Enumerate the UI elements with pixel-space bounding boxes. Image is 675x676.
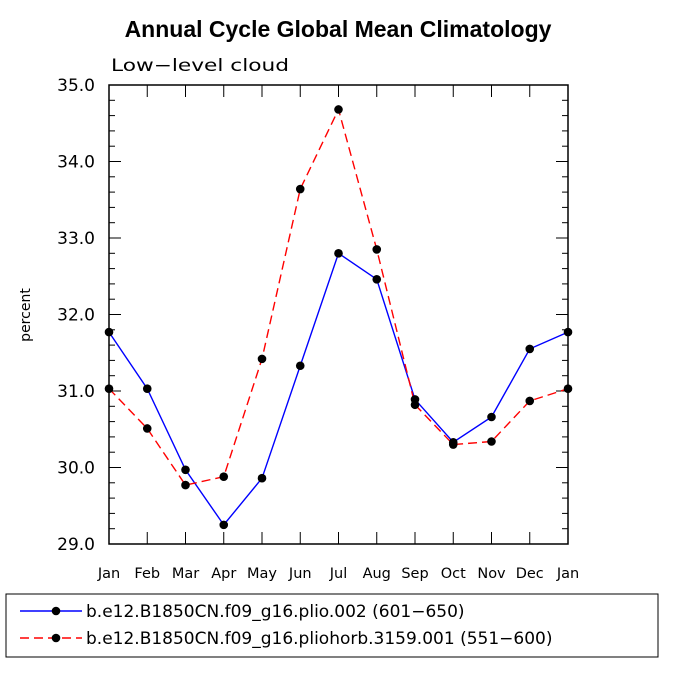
data-point-series-2 — [563, 384, 573, 394]
data-point-series-2 — [295, 184, 305, 194]
y-tick-label: 33.0 — [57, 229, 95, 249]
data-point-series-1 — [295, 361, 305, 371]
data-point-series-2 — [181, 480, 190, 490]
data-point-series-2 — [372, 245, 382, 254]
y-tick-label: 29.0 — [57, 535, 95, 555]
x-tick-label: Mar — [172, 566, 199, 582]
data-point-series-1 — [525, 344, 535, 354]
legend-entries: b.e12.B1850CN.f09_g16.plio.002 (601−650)… — [20, 602, 552, 649]
data-point-series-2 — [142, 424, 152, 433]
y-tick-label: 34.0 — [57, 153, 95, 173]
data-point-series-1 — [219, 520, 229, 530]
x-tick-label: Jan — [97, 566, 120, 582]
x-tick-label: Jun — [288, 566, 312, 582]
data-point-series-2 — [219, 472, 229, 481]
y-tick-label: 32.0 — [57, 306, 95, 326]
ticks-layer: 29.0 30.0 31.0 32.0 33.0 34.0 35.0 Jan Feb Mar Apr… — [57, 76, 579, 582]
data-point-series-1 — [487, 412, 496, 422]
chart-title: Annual Cycle Global Mean Climatology — [125, 16, 552, 42]
y-tick-label: 35.0 — [57, 76, 95, 96]
legend: b.e12.B1850CN.f09_g16.plio.002 (601−650)… — [5, 593, 659, 658]
x-tick-label: Nov — [477, 566, 506, 582]
data-point-series-1 — [257, 473, 267, 483]
x-tick-label: Dec — [516, 566, 544, 582]
legend-marker-1 — [51, 606, 61, 616]
legend-label-2: b.e12.B1850CN.f09_g16.pliohorb.3159.001 … — [86, 629, 552, 649]
x-tick-label: Oct — [441, 566, 466, 582]
data-point-series-1 — [563, 327, 573, 337]
series-line-1 — [108, 252, 569, 527]
legend-label-1: b.e12.B1850CN.f09_g16.plio.002 (601−650) — [86, 602, 465, 622]
data-point-series-2 — [334, 105, 343, 114]
data-point-series-2 — [410, 400, 420, 410]
series-line-2 — [108, 107, 569, 486]
x-tick-label: May — [247, 566, 277, 582]
x-tick-label: Sep — [401, 566, 428, 582]
data-point-series-2 — [104, 384, 114, 394]
x-tick-label: Feb — [134, 566, 160, 582]
x-tick-label: Jan — [556, 566, 579, 582]
chart-subtitle: Low−level cloud — [111, 56, 289, 76]
data-point-series-2 — [525, 396, 535, 406]
x-tick-label: Aug — [363, 566, 391, 582]
x-tick-label: Apr — [211, 566, 236, 582]
plot-frame — [108, 84, 569, 545]
data-point-series-1 — [334, 249, 343, 258]
y-tick-label: 30.0 — [57, 459, 95, 479]
legend-marker-2 — [51, 633, 61, 643]
data-point-series-2 — [448, 440, 458, 449]
legend-box — [5, 593, 659, 658]
y-axis-label: percent — [18, 288, 34, 342]
data-point-series-2 — [487, 437, 496, 446]
data-point-series-1 — [372, 275, 382, 284]
series-layer — [104, 105, 573, 530]
data-point-series-2 — [257, 354, 267, 364]
data-point-series-1 — [142, 384, 152, 394]
x-tick-label: Jul — [329, 566, 348, 582]
y-tick-label: 31.0 — [57, 382, 95, 402]
data-point-series-1 — [104, 327, 114, 337]
data-point-series-1 — [181, 465, 190, 475]
